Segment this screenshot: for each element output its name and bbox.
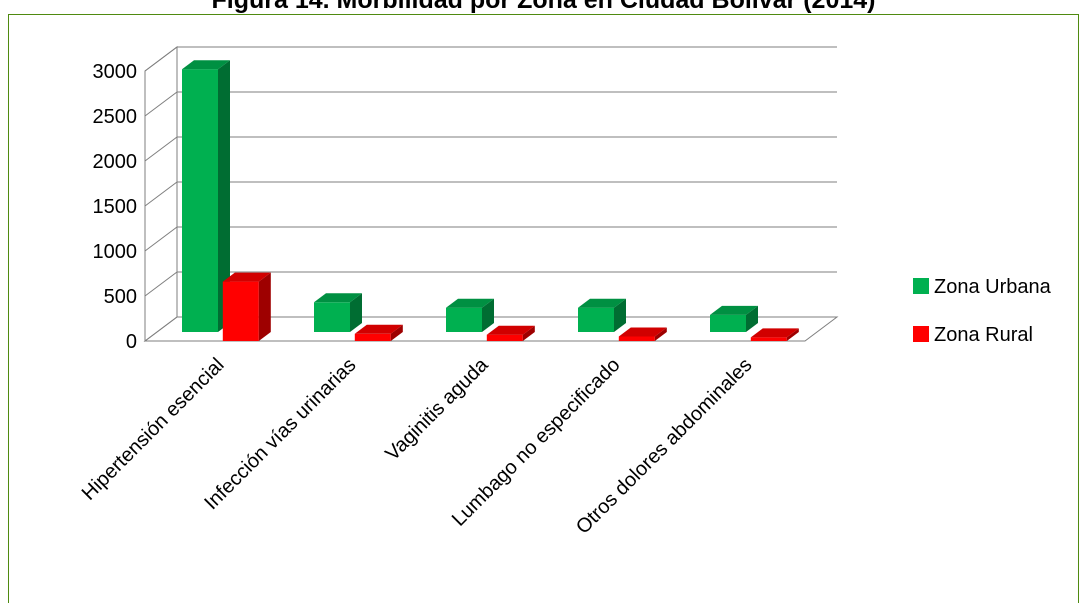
legend-swatch bbox=[913, 278, 929, 294]
legend-swatch bbox=[913, 326, 929, 342]
bar-urbana-3 bbox=[578, 298, 626, 332]
y-tick-label: 1500 bbox=[93, 196, 138, 218]
bar-urbana-4 bbox=[710, 305, 758, 332]
bar-rural-2 bbox=[486, 325, 535, 341]
gridlines bbox=[144, 46, 837, 297]
gridline bbox=[144, 271, 837, 297]
legend-label: Zona Rural bbox=[934, 324, 1033, 346]
bar-rural-4 bbox=[750, 328, 799, 341]
gridline bbox=[144, 136, 837, 162]
x-tick-label: Hipertensión esencial bbox=[78, 354, 229, 505]
legend: Zona Urbana Zona Rural bbox=[913, 276, 1052, 346]
bar-urbana-0 bbox=[182, 60, 230, 332]
gridline bbox=[144, 91, 837, 117]
y-tick-label: 3000 bbox=[93, 61, 138, 83]
bar-urbana-2 bbox=[446, 298, 494, 332]
bar-rural-0 bbox=[222, 272, 271, 341]
y-tick-label: 2000 bbox=[93, 151, 138, 173]
y-tick-label: 500 bbox=[104, 286, 137, 308]
chart-title: Figura 14. Morbilidad por Zona en Ciudad… bbox=[211, 0, 876, 14]
y-tick-label: 0 bbox=[126, 331, 137, 353]
bar-rural-3 bbox=[618, 327, 667, 341]
legend-label: Zona Urbana bbox=[934, 276, 1052, 298]
floor bbox=[143, 316, 839, 342]
gridline bbox=[144, 181, 837, 207]
x-tick-label: Vaginitis aguda bbox=[381, 353, 493, 465]
chart-frame bbox=[8, 14, 1079, 603]
bars bbox=[182, 60, 799, 341]
gridline bbox=[144, 226, 837, 252]
y-tick-label: 2500 bbox=[93, 106, 138, 128]
x-tick-label: Infección vías urinarias bbox=[200, 354, 360, 514]
bar-rural-1 bbox=[354, 324, 403, 341]
y-tick-label: 1000 bbox=[93, 241, 138, 263]
y-axis-ticks: 0 500 1000 1500 2000 2500 3000 bbox=[93, 61, 138, 353]
bar-urbana-1 bbox=[314, 293, 362, 332]
gridline bbox=[144, 46, 837, 72]
